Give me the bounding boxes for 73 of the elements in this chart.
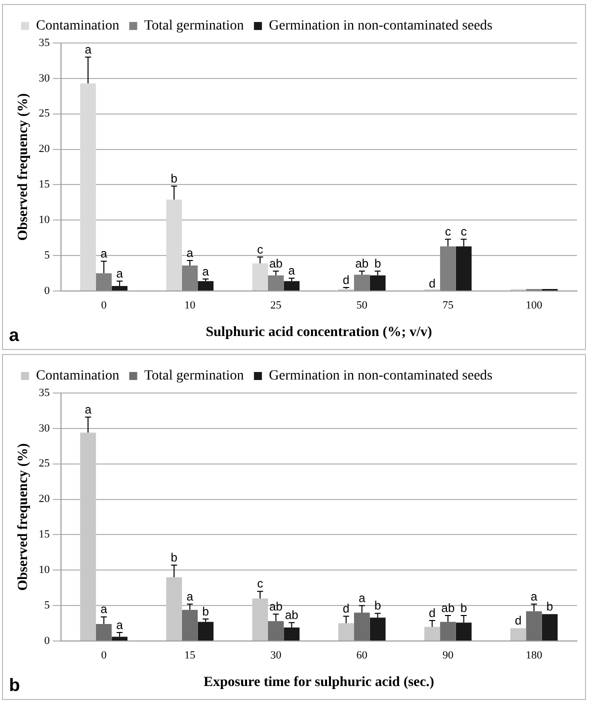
- legend-label: Contamination: [36, 368, 120, 384]
- legend-label: Contamination: [36, 18, 120, 34]
- y-tick-label: 0: [44, 634, 50, 647]
- data-label: a: [530, 589, 538, 604]
- x-tick-label: 25: [270, 299, 282, 312]
- data-label: a: [186, 246, 194, 260]
- y-tick-label: 20: [38, 143, 50, 156]
- x-tick-label: 100: [526, 299, 543, 312]
- y-tick-label: 35: [38, 386, 50, 399]
- data-label: d: [342, 602, 350, 616]
- data-label: b: [202, 604, 210, 618]
- data-label: c: [257, 242, 264, 256]
- data-label: b: [374, 598, 382, 613]
- x-tick-label: 0: [101, 299, 108, 312]
- data-label: a: [288, 264, 296, 278]
- y-tick-label: 30: [38, 422, 50, 434]
- x-tick-label: 60: [356, 649, 368, 662]
- data-label: ab: [269, 256, 283, 270]
- data-label: a: [84, 402, 92, 416]
- x-tick-label: 180: [526, 649, 543, 662]
- data-label: a: [116, 618, 124, 632]
- data-label: a: [100, 602, 108, 616]
- data-label: b: [374, 256, 382, 270]
- data-label: b: [546, 599, 554, 614]
- data-label: b: [460, 600, 468, 615]
- y-tick-label: 25: [38, 108, 50, 120]
- data-label: c: [444, 224, 451, 239]
- y-tick-label: 10: [38, 564, 50, 576]
- y-tick-label: 15: [38, 528, 50, 541]
- data-label: d: [342, 272, 350, 287]
- data-label: d: [428, 276, 436, 290]
- legend-label: Germination in non-contaminated seeds: [268, 368, 492, 384]
- data-label: b: [170, 171, 178, 186]
- legend-label: Germination in non-contaminated seeds: [268, 18, 492, 34]
- data-label: a: [186, 589, 194, 604]
- legend-label: Total germination: [144, 18, 244, 34]
- data-label: ab: [441, 600, 455, 615]
- x-axis-title: Sulphuric acid concentration (%; v/v): [206, 325, 432, 340]
- data-label: c: [257, 576, 264, 591]
- x-tick-label: 90: [442, 649, 454, 662]
- data-label: ab: [269, 599, 283, 614]
- data-label: a: [358, 590, 366, 605]
- data-label: ab: [355, 256, 369, 270]
- x-tick-label: 30: [270, 649, 282, 662]
- x-tick-label: 10: [184, 299, 196, 312]
- y-tick-label: 5: [44, 249, 50, 262]
- x-axis-title: Exposure time for sulphuric acid (sec.): [204, 675, 434, 690]
- data-label: ab: [284, 608, 299, 622]
- y-tick-label: 0: [44, 284, 50, 297]
- x-tick-label: 75: [442, 299, 454, 312]
- y-tick-label: 20: [38, 493, 50, 506]
- data-label: d: [428, 606, 436, 620]
- y-tick-label: 15: [38, 178, 50, 191]
- data-label: a: [202, 264, 210, 278]
- text: a: [9, 324, 20, 345]
- data-label: a: [100, 246, 108, 261]
- y-axis-title: Observed frequency (%): [16, 442, 32, 591]
- data-label: a: [84, 42, 92, 56]
- y-tick-label: 25: [38, 458, 50, 470]
- text: b: [9, 674, 20, 695]
- y-tick-label: 5: [44, 599, 50, 612]
- x-tick-label: 15: [184, 649, 196, 662]
- legend-label: Total germination: [144, 368, 244, 384]
- y-axis-title: Observed frequency (%): [16, 92, 32, 241]
- x-tick-label: 0: [101, 649, 108, 662]
- y-tick-label: 10: [38, 214, 50, 226]
- y-tick-label: 35: [38, 36, 50, 49]
- data-label: c: [460, 224, 467, 239]
- y-tick-label: 30: [38, 72, 50, 84]
- data-label: d: [514, 614, 522, 628]
- x-tick-label: 50: [356, 299, 368, 312]
- data-label: b: [170, 550, 178, 564]
- data-label: a: [116, 266, 124, 280]
